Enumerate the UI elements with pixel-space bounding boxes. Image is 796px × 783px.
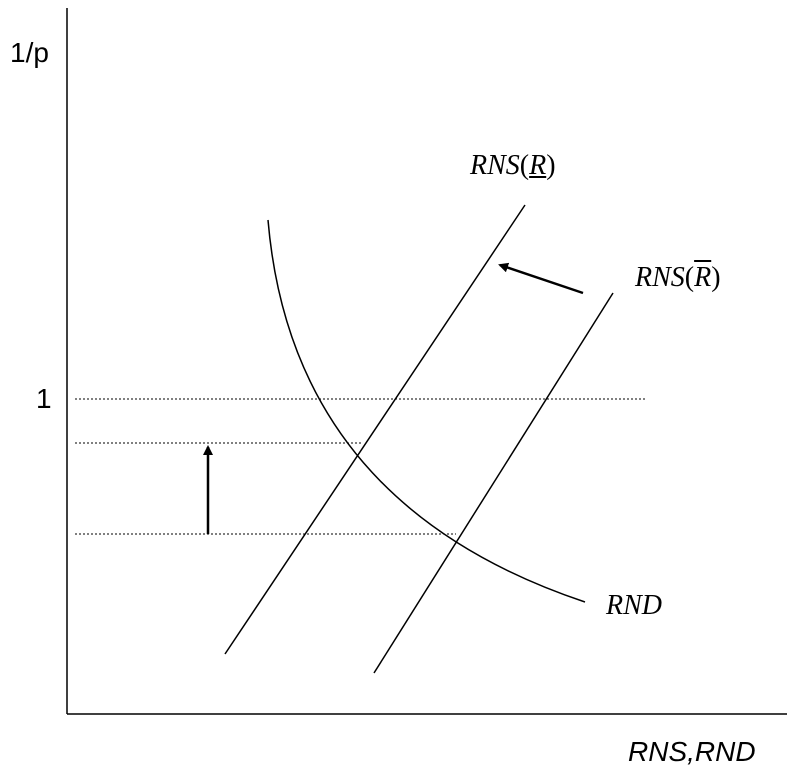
rnd-curve xyxy=(267,219,586,603)
rnd-label: RND xyxy=(606,590,662,621)
r-overline: R xyxy=(694,262,712,293)
rns-high-line xyxy=(373,292,614,674)
rns-low-label: RNS(R) xyxy=(470,150,556,181)
y-tick-one: 1 xyxy=(36,383,52,414)
rns-high-label: RNS(R) xyxy=(635,262,721,293)
supply-shift-arrow xyxy=(498,262,584,295)
y-axis-label: 1/p xyxy=(10,37,49,68)
r-underline: R xyxy=(529,150,547,181)
x-axis-label: RNS,RND xyxy=(628,736,756,767)
rns-low-line xyxy=(224,204,526,655)
